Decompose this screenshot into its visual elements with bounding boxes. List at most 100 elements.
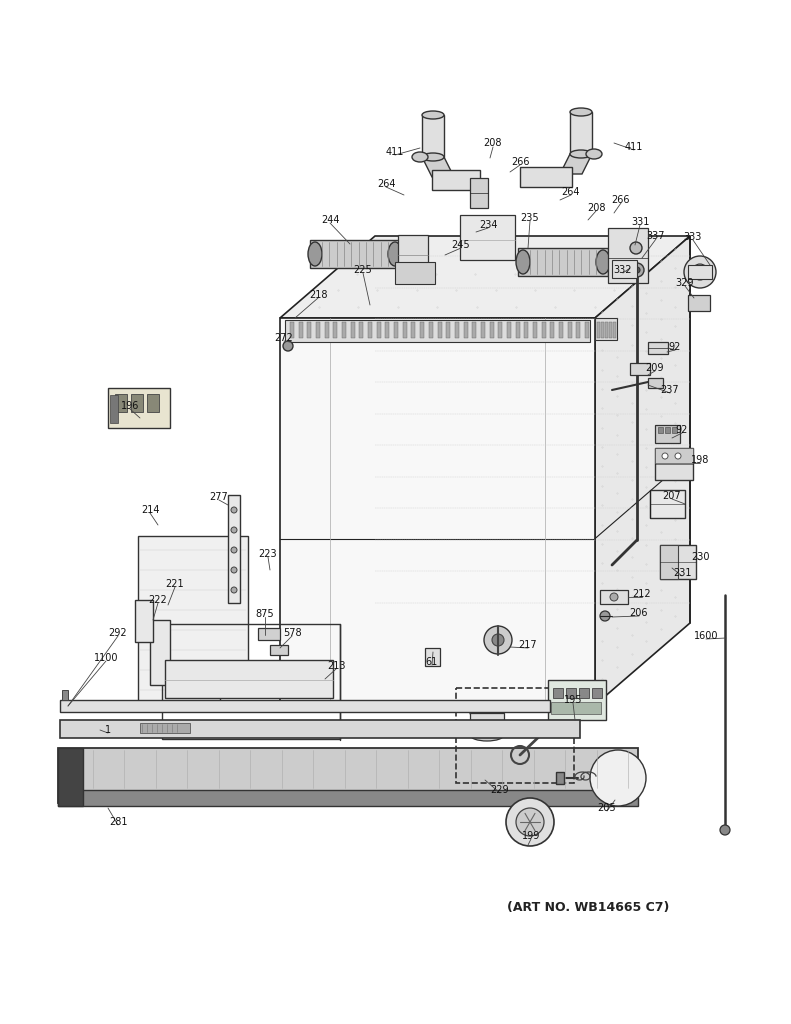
Bar: [592, 688, 602, 698]
Ellipse shape: [570, 150, 592, 158]
Circle shape: [231, 547, 237, 553]
Text: 411: 411: [625, 142, 643, 152]
Bar: [597, 322, 600, 338]
Bar: [601, 322, 604, 338]
Bar: [566, 688, 576, 698]
Polygon shape: [280, 236, 690, 318]
Bar: [481, 322, 485, 338]
Circle shape: [283, 341, 293, 351]
Text: 1100: 1100: [94, 653, 118, 663]
Text: 214: 214: [141, 505, 159, 515]
Bar: [140, 723, 190, 733]
Bar: [516, 322, 520, 338]
Bar: [585, 322, 589, 338]
Polygon shape: [595, 236, 690, 705]
Bar: [470, 713, 504, 735]
Ellipse shape: [470, 707, 504, 719]
Bar: [520, 167, 572, 187]
Bar: [660, 545, 678, 579]
Bar: [147, 394, 159, 412]
Text: 272: 272: [274, 333, 293, 343]
Text: 411: 411: [386, 147, 404, 157]
Text: 244: 244: [320, 215, 339, 225]
Ellipse shape: [308, 242, 322, 266]
Bar: [600, 590, 628, 604]
Text: 264: 264: [377, 179, 396, 189]
Ellipse shape: [470, 729, 504, 741]
Bar: [568, 322, 572, 338]
Bar: [542, 322, 546, 338]
Circle shape: [692, 264, 708, 280]
Circle shape: [600, 611, 610, 621]
Circle shape: [231, 507, 237, 513]
Bar: [299, 322, 303, 338]
Bar: [228, 495, 240, 603]
Bar: [498, 322, 502, 338]
Polygon shape: [422, 157, 454, 177]
Bar: [310, 240, 400, 268]
Bar: [648, 378, 663, 388]
Bar: [385, 322, 389, 338]
Bar: [359, 322, 363, 338]
Bar: [559, 322, 563, 338]
Text: 217: 217: [519, 640, 537, 650]
Bar: [595, 318, 617, 340]
Bar: [630, 362, 650, 375]
Polygon shape: [138, 536, 248, 710]
Ellipse shape: [422, 153, 444, 161]
Polygon shape: [58, 748, 83, 806]
Circle shape: [634, 267, 640, 273]
Bar: [455, 322, 459, 338]
Text: 195: 195: [564, 695, 582, 705]
Bar: [548, 680, 606, 720]
Bar: [655, 425, 680, 443]
Text: 266: 266: [511, 157, 529, 167]
Circle shape: [231, 567, 237, 573]
Bar: [660, 545, 696, 579]
Text: 199: 199: [522, 831, 540, 841]
Bar: [60, 720, 580, 738]
Bar: [135, 600, 153, 642]
Ellipse shape: [412, 152, 428, 162]
Circle shape: [231, 587, 237, 593]
Bar: [62, 690, 68, 700]
Circle shape: [662, 453, 668, 459]
Text: 92: 92: [676, 425, 688, 435]
Bar: [507, 322, 511, 338]
Bar: [524, 322, 528, 338]
Ellipse shape: [570, 108, 592, 116]
Bar: [420, 322, 424, 338]
Bar: [650, 490, 685, 518]
Text: 229: 229: [490, 785, 509, 795]
Circle shape: [610, 593, 618, 601]
Bar: [377, 322, 380, 338]
Text: 212: 212: [633, 589, 651, 599]
Bar: [612, 260, 637, 278]
Text: 292: 292: [108, 628, 127, 638]
Bar: [270, 645, 288, 655]
Text: 208: 208: [587, 203, 605, 213]
Text: 245: 245: [452, 240, 471, 250]
Bar: [464, 322, 467, 338]
Bar: [553, 688, 563, 698]
Text: 337: 337: [647, 231, 665, 241]
Circle shape: [492, 634, 504, 646]
Text: (ART NO. WB14665 C7): (ART NO. WB14665 C7): [507, 900, 669, 913]
Bar: [605, 322, 608, 338]
Text: 221: 221: [165, 579, 184, 589]
Ellipse shape: [586, 150, 602, 159]
Bar: [648, 342, 668, 354]
Text: 222: 222: [149, 595, 168, 605]
Bar: [533, 322, 537, 338]
Bar: [437, 322, 441, 338]
Text: 281: 281: [108, 817, 127, 827]
Bar: [655, 449, 693, 463]
Text: 1: 1: [105, 725, 111, 735]
Bar: [368, 322, 372, 338]
Ellipse shape: [388, 242, 402, 266]
Bar: [290, 322, 294, 338]
Bar: [672, 427, 677, 433]
Bar: [456, 688, 574, 783]
Bar: [398, 234, 428, 273]
Text: 329: 329: [676, 278, 694, 288]
